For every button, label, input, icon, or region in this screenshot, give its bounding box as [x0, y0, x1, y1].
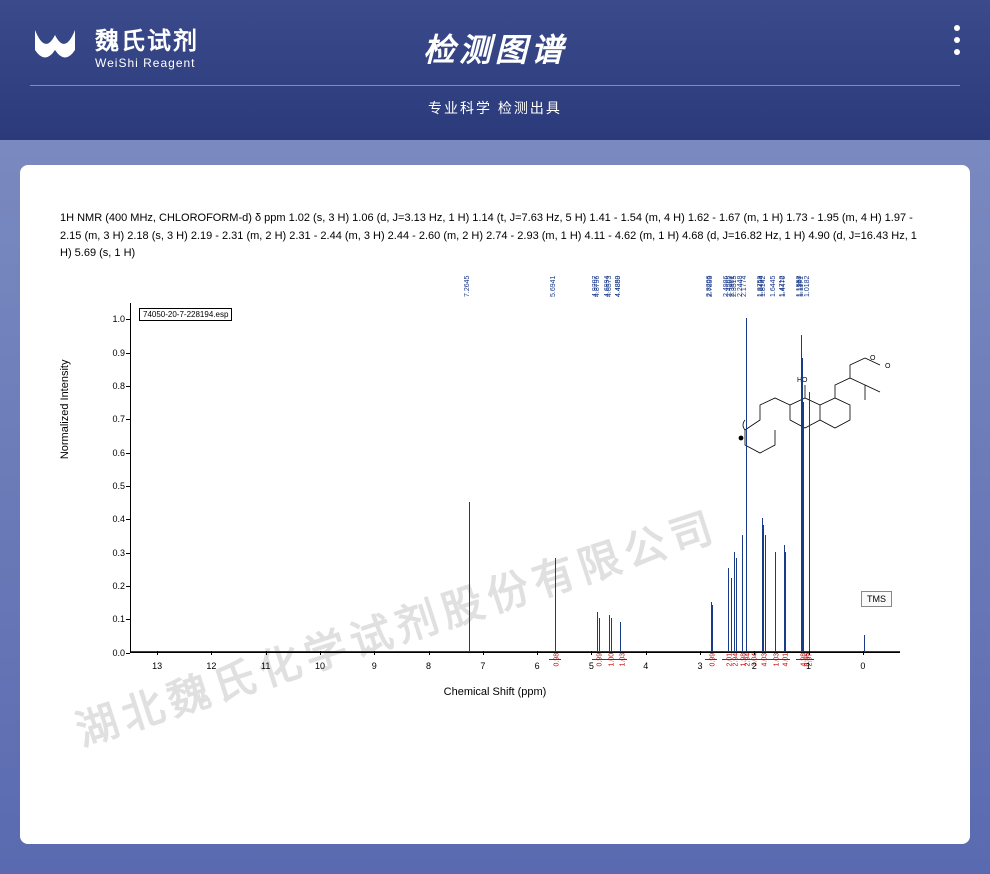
spectrum-peak [746, 318, 747, 651]
y-tick: 0.8 [105, 381, 125, 391]
logo-icon [30, 20, 80, 70]
spectrum-peak [734, 552, 735, 652]
y-tick: 0.2 [105, 581, 125, 591]
spectrum-peak [731, 578, 732, 651]
spectrum-peak [809, 392, 810, 652]
spectrum-peak [469, 502, 470, 652]
y-tick: 0.9 [105, 348, 125, 358]
peak-label: 7.2645 [464, 275, 471, 296]
tms-label: TMS [861, 591, 892, 607]
nmr-description: 1H NMR (400 MHz, CHLOROFORM-d) δ ppm 1.0… [60, 210, 930, 263]
x-tick: 13 [152, 661, 162, 671]
peak-label: 5.6941 [550, 275, 557, 296]
y-axis-label: Normalized Intensity [59, 359, 71, 459]
integral-value: 4.01 [783, 653, 790, 667]
spectrum-peak [765, 535, 766, 652]
spectrum-peak [736, 558, 737, 651]
spectrum-peak [712, 605, 713, 652]
page-title: 检测图谱 [423, 25, 567, 71]
x-tick: 0 [860, 661, 865, 671]
x-tick: 4 [643, 661, 648, 671]
integral-value: 0.99 [596, 653, 603, 667]
menu-icon[interactable] [954, 25, 960, 55]
spectrum-peak [785, 552, 786, 652]
y-tick: 0.6 [105, 448, 125, 458]
x-tick: 8 [426, 661, 431, 671]
y-tick: 0.5 [105, 481, 125, 491]
spectrum-peak [597, 612, 598, 652]
x-tick: 2 [752, 661, 757, 671]
spectrum-peak [763, 525, 764, 652]
logo-cn-text: 魏氏试剂 [95, 21, 199, 56]
x-tick: 5 [589, 661, 594, 671]
peak-label: 2.1774 [741, 275, 748, 296]
integral-value: 0.99 [709, 653, 716, 667]
spectrum-peak [775, 552, 776, 652]
peak-label: 1.8142 [760, 275, 767, 296]
peak-label: 4.6573 [606, 275, 613, 296]
peak-label: 2.7893 [707, 275, 714, 296]
spectrum-peak [742, 535, 743, 652]
y-tick: 0.4 [105, 514, 125, 524]
y-tick: 0.3 [105, 548, 125, 558]
x-tick: 7 [480, 661, 485, 671]
y-tick: 0.0 [105, 648, 125, 658]
y-tick: 1.0 [105, 314, 125, 324]
y-tick: 0.1 [105, 614, 125, 624]
plot-area: 74050-20-7-228194.esp TMS 7.26455.69414.… [130, 303, 900, 653]
x-axis-label: Chemical Shift (ppm) [444, 686, 547, 698]
page-subtitle: 专业科学 检测出具 [30, 98, 960, 118]
spectrum-peak [555, 558, 556, 651]
page-header: 魏氏试剂 WeiShi Reagent 检测图谱 专业科学 检测出具 [0, 0, 990, 140]
spectrum-peak [728, 568, 729, 651]
x-tick: 6 [535, 661, 540, 671]
integral-value: 0.98 [553, 653, 560, 667]
esp-filename: 74050-20-7-228194.esp [139, 308, 232, 321]
spectrum-peak [620, 625, 621, 652]
header-divider [30, 85, 960, 86]
x-tick: 11 [261, 661, 270, 671]
spectrum-peak [609, 615, 610, 652]
x-tick: 3 [697, 661, 702, 671]
spectrum-card: 湖北魏氏化学试剂股份有限公司 1H NMR (400 MHz, CHLOROFO… [20, 165, 970, 844]
spectrum-peak [803, 402, 804, 652]
peak-label: 1.0182 [804, 275, 811, 296]
spectrum-peak [864, 635, 865, 652]
peak-label: 1.4470 [780, 275, 787, 296]
x-tick: 9 [372, 661, 377, 671]
nmr-spectrum: Normalized Intensity Chemical Shift (ppm… [60, 303, 930, 703]
peak-label: 4.4850 [615, 275, 622, 296]
y-tick: 0.7 [105, 414, 125, 424]
x-tick: 10 [315, 661, 325, 671]
logo-en-text: WeiShi Reagent [95, 56, 199, 70]
spectrum-peak [599, 618, 600, 651]
peak-label: 1.6445 [770, 275, 777, 296]
integral-value: 1.03 [619, 653, 626, 667]
x-tick: 12 [206, 661, 216, 671]
spectrum-peak [611, 618, 612, 651]
peak-label: 4.8796 [594, 275, 601, 296]
x-tick: 1 [806, 661, 811, 671]
content-wrapper: 湖北魏氏化学试剂股份有限公司 1H NMR (400 MHz, CHLOROFO… [0, 140, 990, 874]
